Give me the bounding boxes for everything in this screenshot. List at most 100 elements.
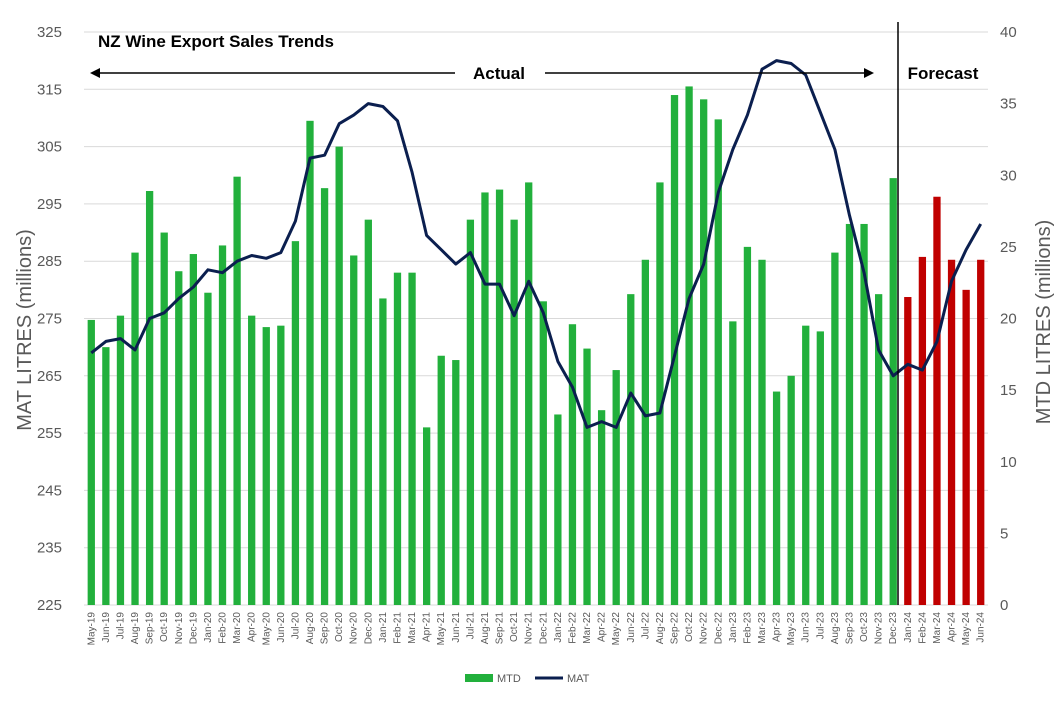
right-tick-label: 25	[1000, 239, 1017, 256]
x-tick-label: Dec-21	[538, 612, 549, 645]
mtd-bar	[131, 252, 139, 606]
x-tick-label: Mar-24	[932, 612, 943, 644]
mtd-bar	[641, 259, 649, 605]
mtd-bar	[262, 327, 270, 605]
left-tick-label: 225	[37, 597, 62, 614]
x-tick-label: Jun-22	[626, 612, 637, 643]
x-tick-label: Nov-19	[174, 612, 185, 645]
mtd-bar	[554, 414, 562, 605]
mtd-bar	[612, 370, 620, 605]
x-tick-label: Mar-21	[407, 612, 418, 644]
mtd-bar	[918, 256, 927, 605]
x-tick-label: Oct-19	[159, 612, 170, 642]
x-tick-label: Jun-23	[801, 612, 812, 643]
mtd-bar	[787, 375, 795, 605]
left-tick-label: 285	[37, 253, 62, 270]
right-tick-label: 15	[1000, 382, 1017, 399]
x-tick-label: Feb-23	[742, 612, 753, 644]
x-tick-label: May-23	[786, 612, 797, 646]
legend-mtd-label: MTD	[497, 673, 521, 685]
x-tick-label: Aug-21	[480, 612, 491, 645]
mat-line	[90, 59, 983, 429]
mtd-bar	[962, 289, 970, 605]
mtd-bar	[685, 86, 693, 605]
right-tick-label: 0	[1000, 597, 1008, 614]
mtd-bar	[889, 178, 897, 606]
x-tick-label: Apr-22	[597, 612, 608, 642]
left-tick-label: 235	[37, 540, 62, 557]
right-tick-label: 20	[1000, 311, 1017, 328]
x-tick-label: Sep-21	[495, 612, 506, 645]
mtd-bar	[379, 298, 387, 605]
mtd-bar	[116, 315, 125, 605]
mtd-bar	[320, 188, 329, 605]
mtd-bar	[393, 272, 402, 605]
x-tick-label: Aug-22	[655, 612, 666, 645]
x-tick-label: Mar-23	[757, 612, 768, 644]
mtd-bar	[466, 219, 475, 605]
x-tick-label: Sep-22	[670, 612, 681, 645]
left-axis-ticks: 325 315 305 295 285 275 265 255 245 235 225	[37, 24, 62, 614]
x-tick-label: Aug-20	[305, 612, 316, 645]
mtd-bar	[860, 223, 868, 605]
x-tick-label: Jun-24	[976, 612, 987, 643]
left-tick-label: 325	[37, 24, 62, 41]
mtd-bar	[87, 319, 95, 605]
mtd-bar	[452, 360, 460, 605]
x-tick-label: Jul-19	[115, 612, 126, 640]
legend-mat-label: MAT	[567, 673, 590, 685]
x-tick-label: Oct-21	[509, 612, 520, 642]
mtd-bar	[481, 192, 489, 605]
mtd-bar	[335, 146, 343, 605]
mtd-bar	[772, 391, 781, 605]
mtd-bar	[277, 325, 285, 605]
x-tick-label: Jul-21	[465, 612, 476, 640]
x-tick-label: May-19	[86, 612, 97, 646]
x-tick-label: Feb-20	[218, 612, 229, 644]
x-tick-label: Nov-20	[349, 612, 360, 645]
x-tick-label: May-20	[261, 612, 272, 646]
right-tick-label: 5	[1000, 525, 1008, 542]
chart-title: NZ Wine Export Sales Trends	[98, 32, 334, 51]
x-tick-label: Apr-23	[772, 612, 783, 642]
x-tick-label: Feb-21	[392, 612, 403, 644]
x-tick-label: Jun-19	[101, 612, 112, 643]
mtd-bar	[364, 219, 372, 605]
x-tick-label: Dec-23	[888, 612, 899, 645]
mtd-bar	[423, 427, 431, 605]
x-tick-label: Jan-24	[903, 612, 914, 643]
mtd-bar	[233, 176, 241, 605]
mtd-bar	[816, 331, 824, 605]
x-tick-label: Jul-22	[640, 612, 651, 640]
mtd-bar	[743, 246, 752, 605]
x-tick-label: Aug-19	[130, 612, 141, 645]
x-tick-label: Mar-20	[232, 612, 243, 644]
mtd-bar	[977, 259, 985, 605]
legend: MTD MAT	[465, 673, 590, 685]
actual-arrow-left-head	[90, 68, 100, 78]
x-tick-label: Nov-22	[699, 612, 710, 645]
x-tick-label: Jul-23	[815, 612, 826, 640]
x-tick-label: Oct-20	[334, 612, 345, 642]
mtd-bar	[189, 254, 197, 605]
x-tick-label: Mar-22	[582, 612, 593, 644]
left-tick-label: 315	[37, 81, 62, 98]
mtd-bar	[495, 189, 504, 605]
legend-mtd-swatch	[465, 674, 493, 682]
mtd-bar	[102, 347, 110, 605]
left-tick-label: 265	[37, 368, 62, 385]
x-tick-label: May-22	[611, 612, 622, 646]
mtd-bar	[845, 223, 854, 605]
x-tick-label: Oct-22	[684, 612, 695, 642]
x-tick-label: Dec-19	[188, 612, 199, 645]
mtd-bar	[933, 196, 941, 606]
right-tick-label: 30	[1000, 167, 1017, 184]
mtd-bar	[729, 321, 737, 605]
x-tick-label: Feb-22	[567, 612, 578, 644]
left-tick-label: 305	[37, 139, 62, 156]
x-tick-label: Jan-20	[203, 612, 214, 643]
x-tick-label: Dec-22	[713, 612, 724, 645]
mtd-bar	[627, 294, 635, 605]
x-tick-label: Sep-20	[320, 612, 331, 645]
x-tick-label: Apr-20	[247, 612, 258, 642]
